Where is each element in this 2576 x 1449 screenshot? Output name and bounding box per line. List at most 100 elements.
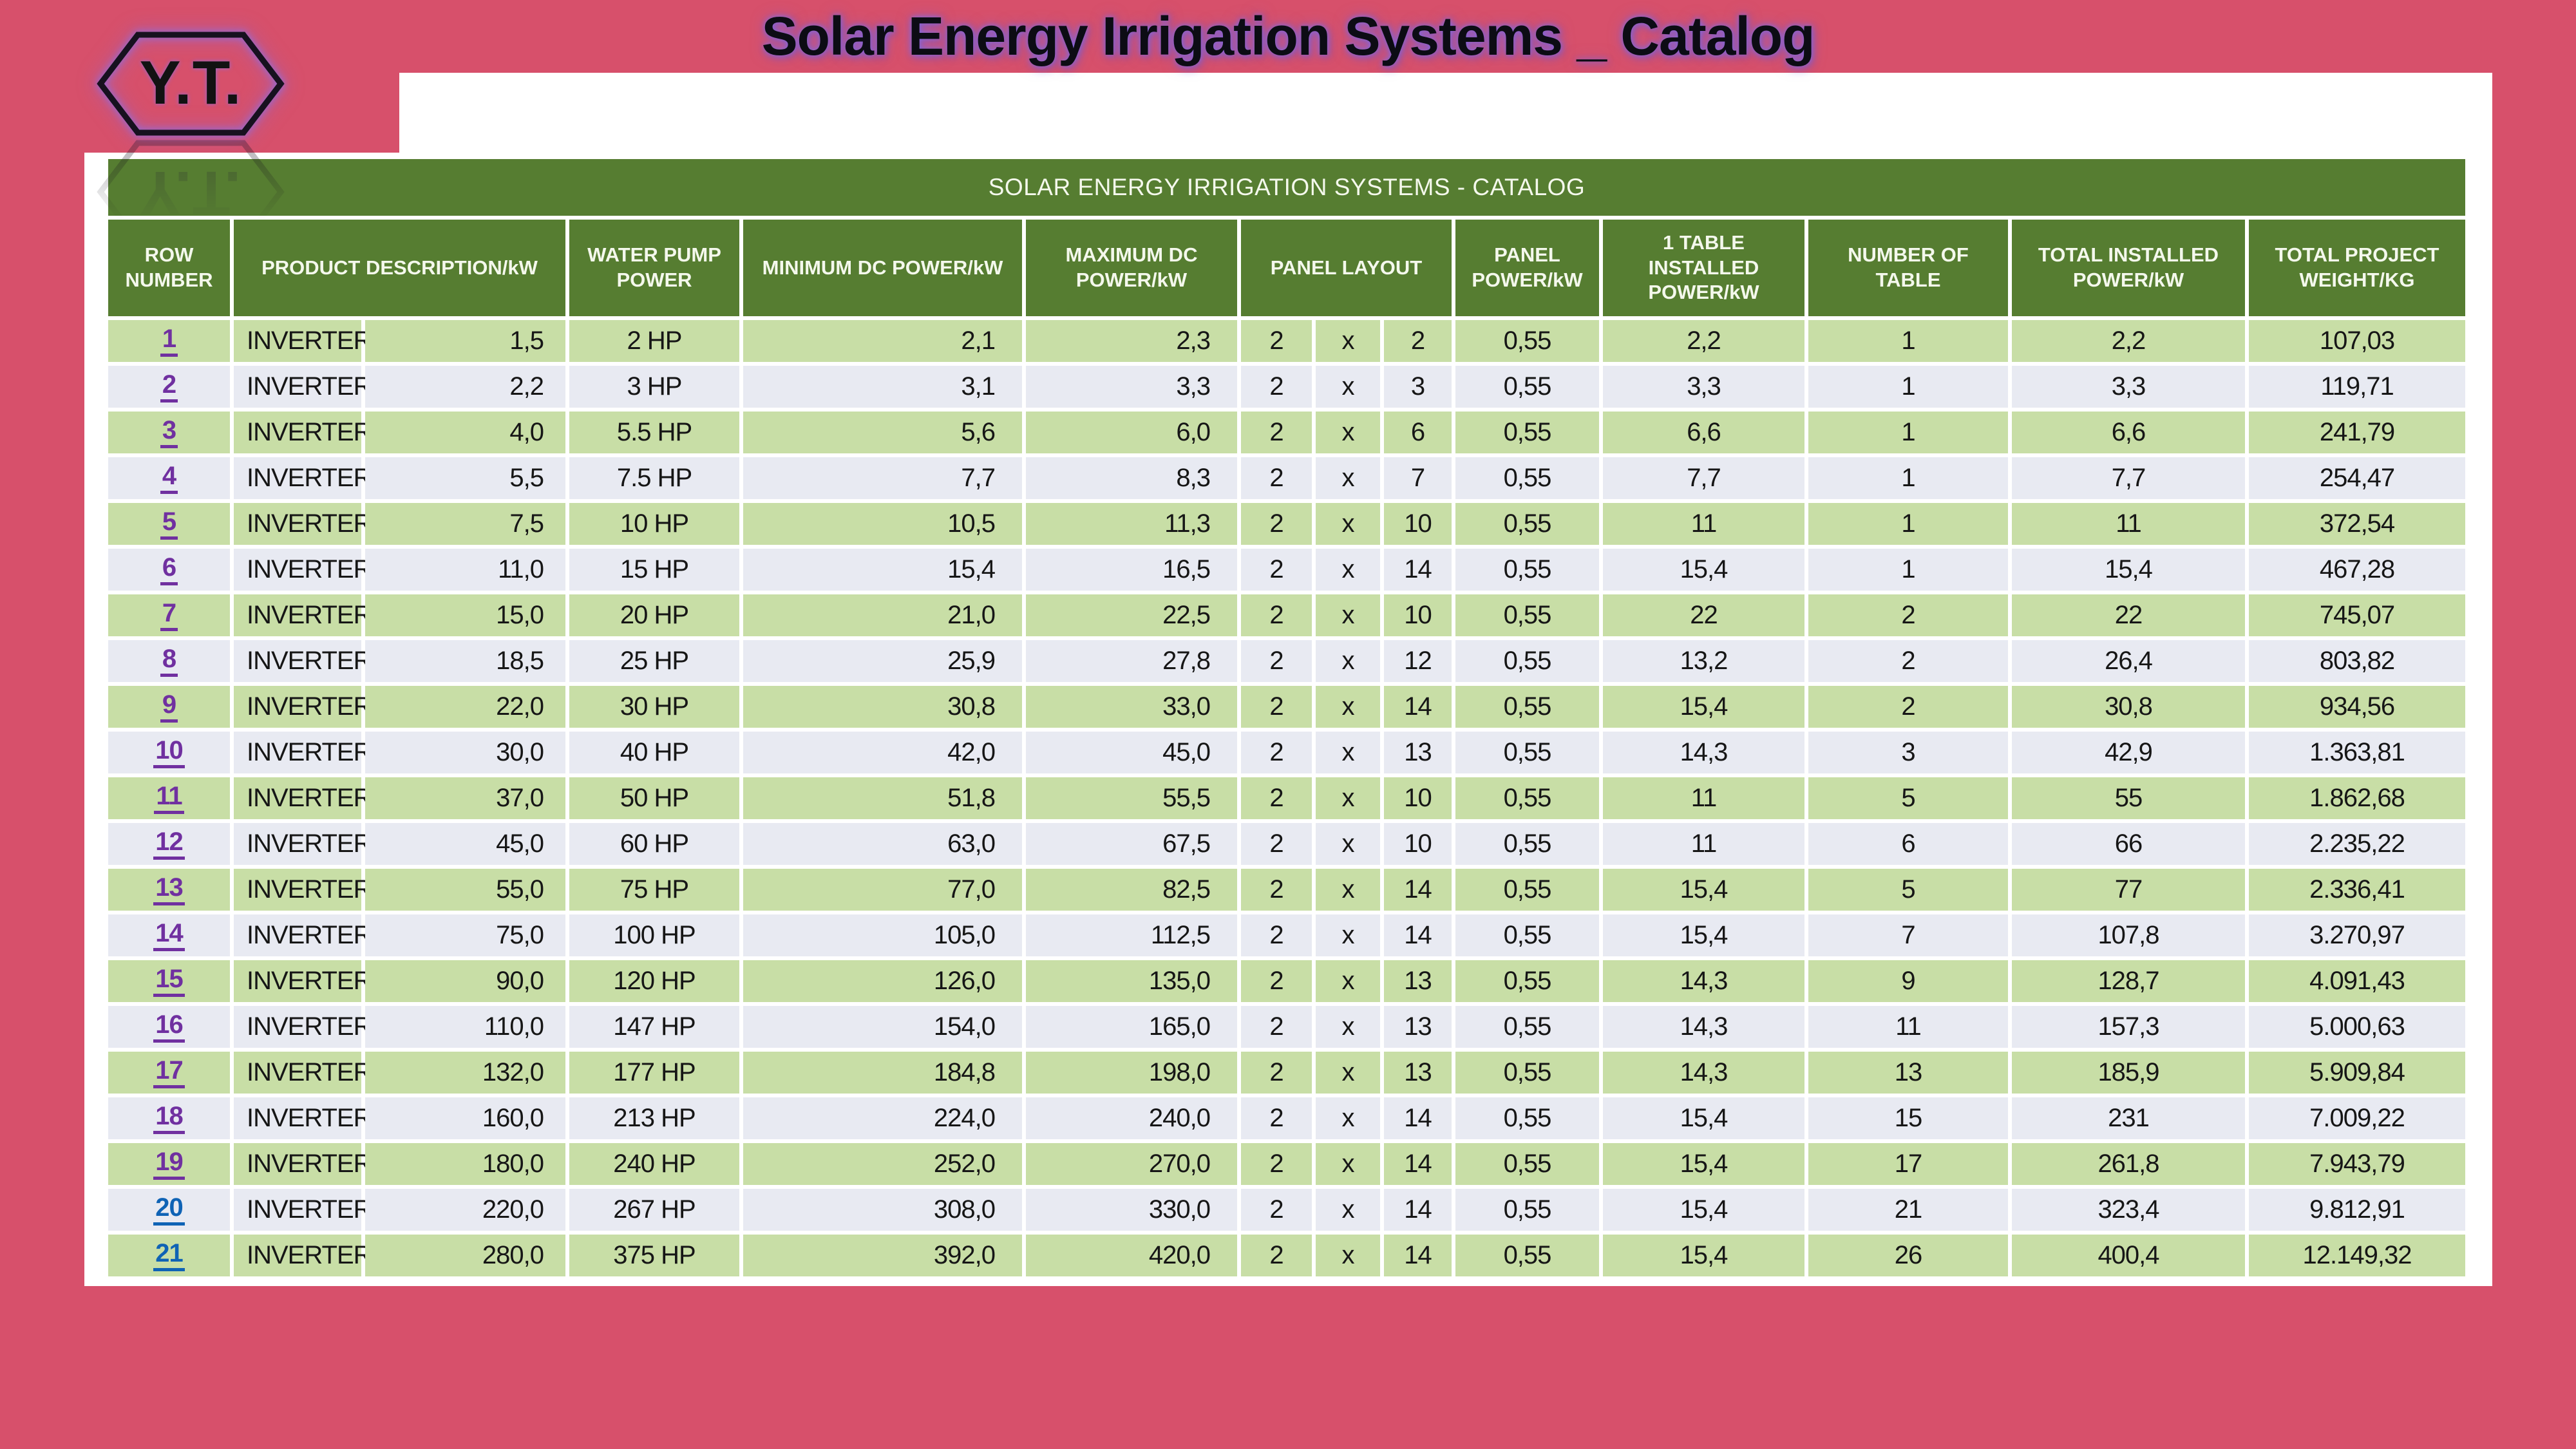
layout-rows-cell: 2 <box>1241 823 1312 865</box>
total-power-cell: 77 <box>2012 869 2245 911</box>
column-header-total-installed-power: TOTAL INSTALLED POWER/kW <box>2012 220 2245 316</box>
one-table-power-cell: 14,3 <box>1603 1052 1804 1094</box>
catalog-table: SOLAR ENERGY IRRIGATION SYSTEMS - CATALO… <box>108 159 2468 1276</box>
row-number-link[interactable]: 13 <box>108 869 230 911</box>
max-dc-power-cell: 112,5 <box>1026 914 1237 956</box>
layout-rows-cell: 2 <box>1241 777 1312 819</box>
max-dc-power-cell: 45,0 <box>1026 732 1237 773</box>
layout-x-cell: x <box>1316 686 1380 728</box>
total-power-cell: 128,7 <box>2012 960 2245 1002</box>
row-number-text: 2 <box>160 372 178 402</box>
one-table-power-cell: 15,4 <box>1603 549 1804 591</box>
row-number-link[interactable]: 9 <box>108 686 230 728</box>
max-dc-power-cell: 3,3 <box>1026 366 1237 408</box>
min-dc-power-cell: 51,8 <box>743 777 1022 819</box>
layout-rows-cell: 2 <box>1241 1097 1312 1139</box>
product-cell: INVERTER <box>234 732 372 773</box>
pump-power-cell: 20 HP <box>569 594 739 636</box>
column-header-maximum-dc-power: MAXIMUM DC POWER/kW <box>1026 220 1237 316</box>
layout-rows-cell: 2 <box>1241 503 1312 545</box>
row-number-link[interactable]: 15 <box>108 960 230 1002</box>
project-weight-cell: 3.270,97 <box>2249 914 2465 956</box>
paper-sheet-top <box>399 73 2492 156</box>
row-number-link[interactable]: 14 <box>108 914 230 956</box>
row-number-link[interactable]: 18 <box>108 1097 230 1139</box>
product-kw-cell: 110,0 <box>365 1006 565 1048</box>
project-weight-cell: 241,79 <box>2249 412 2465 453</box>
row-number-link[interactable]: 8 <box>108 640 230 682</box>
layout-x-cell: x <box>1316 869 1380 911</box>
row-number-link[interactable]: 19 <box>108 1143 230 1185</box>
one-table-power-cell: 15,4 <box>1603 1235 1804 1276</box>
row-number-text: 21 <box>153 1240 185 1271</box>
row-number-link[interactable]: 20 <box>108 1189 230 1231</box>
max-dc-power-cell: 240,0 <box>1026 1097 1237 1139</box>
row-number-link[interactable]: 17 <box>108 1052 230 1094</box>
table-count-cell: 5 <box>1808 777 2008 819</box>
total-power-cell: 323,4 <box>2012 1189 2245 1231</box>
row-number-link[interactable]: 7 <box>108 594 230 636</box>
layout-cols-cell: 6 <box>1384 412 1452 453</box>
row-number-text: 4 <box>160 463 178 494</box>
one-table-power-cell: 13,2 <box>1603 640 1804 682</box>
total-power-cell: 26,4 <box>2012 640 2245 682</box>
row-number-link[interactable]: 11 <box>108 777 230 819</box>
one-table-power-cell: 22 <box>1603 594 1804 636</box>
pump-power-cell: 3 HP <box>569 366 739 408</box>
row-number-link[interactable]: 2 <box>108 366 230 408</box>
row-number-link[interactable]: 21 <box>108 1235 230 1276</box>
project-weight-cell: 7.943,79 <box>2249 1143 2465 1185</box>
row-number-link[interactable]: 1 <box>108 320 230 362</box>
product-cell: INVERTER <box>234 686 372 728</box>
product-kw-cell: 7,5 <box>365 503 565 545</box>
one-table-power-cell: 7,7 <box>1603 457 1804 499</box>
panel-power-cell: 0,55 <box>1455 549 1599 591</box>
layout-rows-cell: 2 <box>1241 549 1312 591</box>
pump-power-cell: 120 HP <box>569 960 739 1002</box>
product-cell: INVERTER <box>234 1235 372 1276</box>
row-number-text: 5 <box>160 509 178 540</box>
layout-rows-cell: 2 <box>1241 412 1312 453</box>
column-header-product-description: PRODUCT DESCRIPTION/kW <box>234 220 565 316</box>
product-kw-cell: 220,0 <box>365 1189 565 1231</box>
layout-rows-cell: 2 <box>1241 366 1312 408</box>
min-dc-power-cell: 7,7 <box>743 457 1022 499</box>
column-header-minimum-dc-power: MINIMUM DC POWER/kW <box>743 220 1022 316</box>
total-power-cell: 107,8 <box>2012 914 2245 956</box>
row-number-link[interactable]: 5 <box>108 503 230 545</box>
one-table-power-cell: 15,4 <box>1603 869 1804 911</box>
table-count-cell: 2 <box>1808 594 2008 636</box>
table-count-cell: 11 <box>1808 1006 2008 1048</box>
pump-power-cell: 7.5 HP <box>569 457 739 499</box>
layout-x-cell: x <box>1316 1097 1380 1139</box>
row-number-link[interactable]: 4 <box>108 457 230 499</box>
row-number-text: 17 <box>153 1057 185 1088</box>
row-number-link[interactable]: 10 <box>108 732 230 773</box>
min-dc-power-cell: 5,6 <box>743 412 1022 453</box>
row-number-text: 3 <box>160 417 178 448</box>
product-cell: INVERTER <box>234 1143 372 1185</box>
pump-power-cell: 213 HP <box>569 1097 739 1139</box>
layout-cols-cell: 13 <box>1384 1052 1452 1094</box>
pump-power-cell: 5.5 HP <box>569 412 739 453</box>
layout-cols-cell: 14 <box>1384 1189 1452 1231</box>
row-number-text: 18 <box>153 1103 185 1134</box>
project-weight-cell: 9.812,91 <box>2249 1189 2465 1231</box>
row-number-link[interactable]: 12 <box>108 823 230 865</box>
total-power-cell: 2,2 <box>2012 320 2245 362</box>
total-power-cell: 7,7 <box>2012 457 2245 499</box>
max-dc-power-cell: 27,8 <box>1026 640 1237 682</box>
panel-power-cell: 0,55 <box>1455 686 1599 728</box>
row-number-link[interactable]: 6 <box>108 549 230 591</box>
project-weight-cell: 2.235,22 <box>2249 823 2465 865</box>
layout-cols-cell: 14 <box>1384 914 1452 956</box>
row-number-text: 20 <box>153 1195 185 1226</box>
row-number-link[interactable]: 3 <box>108 412 230 453</box>
panel-power-cell: 0,55 <box>1455 1052 1599 1094</box>
row-number-text: 13 <box>153 875 185 905</box>
layout-rows-cell: 2 <box>1241 914 1312 956</box>
total-power-cell: 11 <box>2012 503 2245 545</box>
column-header-panel-layout: PANEL LAYOUT <box>1241 220 1452 316</box>
row-number-link[interactable]: 16 <box>108 1006 230 1048</box>
project-weight-cell: 372,54 <box>2249 503 2465 545</box>
